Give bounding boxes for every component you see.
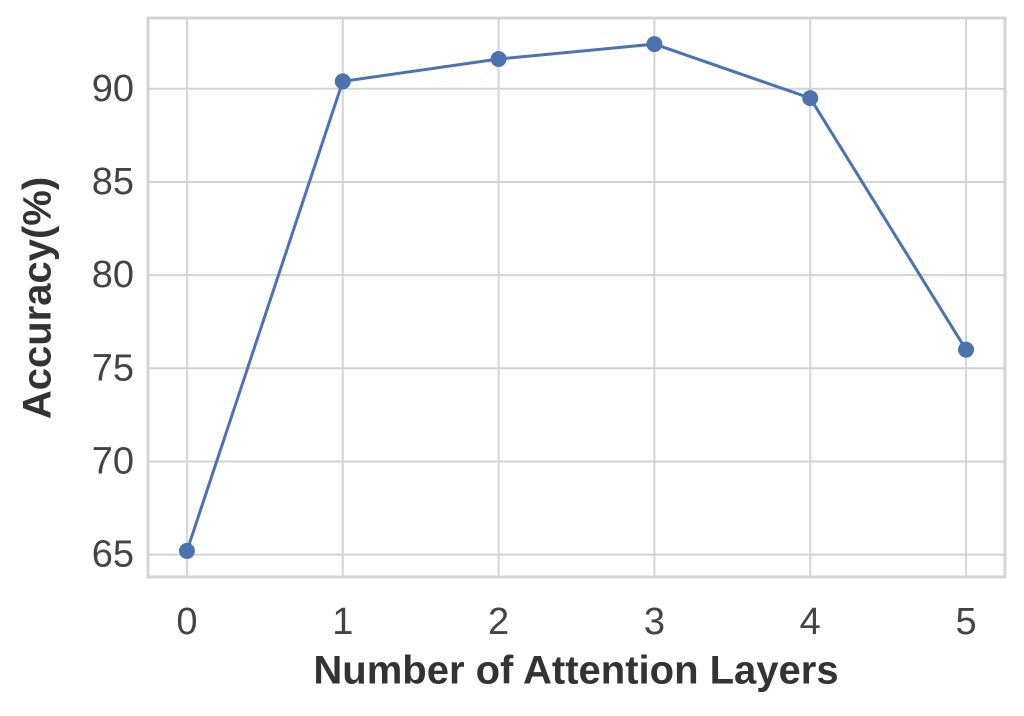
y-tick-label: 90	[92, 68, 134, 110]
x-tick-label: 4	[800, 601, 821, 643]
y-tick-label: 70	[92, 441, 134, 483]
marker	[646, 36, 663, 53]
x-tick-label: 3	[644, 601, 665, 643]
x-tick-label: 5	[955, 601, 976, 643]
y-tick-label: 75	[92, 347, 134, 389]
marker	[178, 542, 195, 559]
line	[185, 42, 968, 552]
x-axis-label: Number of Attention Layers	[313, 649, 838, 693]
plot-frame	[146, 16, 1007, 579]
x-tick-label: 1	[332, 601, 353, 643]
y-axis-label: Accuracy(%)	[16, 177, 60, 419]
x-tick-label: 2	[488, 601, 509, 643]
marker	[802, 90, 819, 107]
y-tick-label: 65	[92, 534, 134, 576]
x-tick-label: 0	[176, 601, 197, 643]
y-tick-label: 85	[92, 161, 134, 203]
marker	[490, 50, 507, 67]
y-tick-label: 80	[92, 254, 134, 296]
marker	[958, 341, 975, 358]
marker	[334, 73, 351, 90]
